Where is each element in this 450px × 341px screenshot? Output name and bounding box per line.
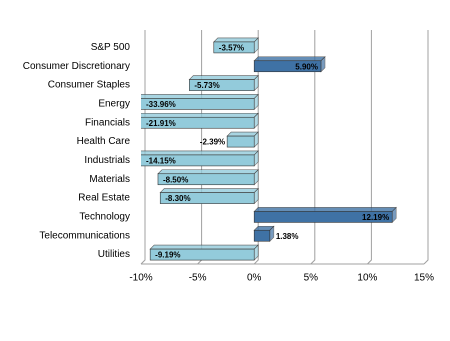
value-label: -5.73%: [194, 81, 219, 90]
y-tick-label: Technology: [79, 212, 130, 223]
grid-line: [423, 30, 429, 265]
y-tick-label: Real Estate: [78, 193, 130, 204]
value-label: -21.91%: [146, 119, 176, 128]
x-tick-label: -5%: [189, 273, 207, 284]
value-label: -14.15%: [146, 157, 176, 166]
bar-top: [141, 112, 259, 118]
y-tick-label: Financials: [85, 117, 130, 128]
bar: [141, 154, 255, 167]
bar: [226, 135, 255, 148]
value-label: 12.19%: [362, 213, 389, 222]
x-tick-label: 15%: [414, 273, 434, 284]
bar-top: [253, 56, 326, 62]
x-tick-label: 0%: [247, 273, 262, 284]
bar: [253, 229, 271, 242]
bar-top: [226, 131, 259, 137]
bar-top: [157, 169, 259, 175]
value-label: -8.50%: [163, 175, 188, 184]
grid-line: [367, 30, 372, 265]
y-tick-label: Materials: [89, 174, 130, 185]
value-label: 5.90%: [295, 62, 318, 71]
y-tick-label: Utilities: [98, 249, 130, 260]
bar-top: [159, 188, 259, 193]
grid-line: [140, 30, 146, 265]
bar: [253, 60, 322, 73]
bar: [141, 116, 255, 129]
grid: [140, 30, 429, 265]
y-tick-label: S&P 500: [91, 42, 131, 53]
y-tick-label: Telecommunications: [39, 230, 130, 241]
bars: [141, 37, 397, 261]
y-tick-label: Industrials: [84, 155, 130, 166]
value-label: -9.19%: [155, 251, 180, 260]
bar: [189, 79, 255, 91]
bar-top: [253, 207, 397, 212]
y-tick-label: Health Care: [77, 136, 131, 147]
bar: [159, 192, 255, 204]
value-label: -3.57%: [219, 44, 244, 53]
bar-top: [149, 244, 259, 250]
x-tick-label: -10%: [129, 273, 152, 284]
y-tick-label: Consumer Discretionary: [23, 61, 130, 72]
labels: -10% -5% 0% 5% 10% 15% -3.57% S&P 500 5.90% Consu…: [23, 42, 434, 284]
y-tick-label: Consumer Staples: [48, 80, 130, 91]
bar-top: [188, 75, 259, 80]
grid-line: [310, 30, 316, 265]
bar: [253, 211, 393, 223]
bar: [213, 41, 255, 54]
bar: [141, 98, 255, 110]
grid-line: [197, 30, 203, 265]
value-label: 1.38%: [276, 232, 299, 241]
x-tick-label: 10%: [357, 273, 377, 284]
y-tick-label: Energy: [98, 99, 130, 110]
value-label: -33.96%: [146, 100, 176, 109]
value-label: -8.30%: [165, 194, 190, 203]
bar-top: [213, 37, 259, 43]
value-label: -2.39%: [200, 138, 225, 147]
bar: [149, 248, 255, 261]
x-tick-label: 5%: [304, 273, 319, 284]
bar: [157, 173, 255, 186]
grid-line: [253, 30, 259, 265]
